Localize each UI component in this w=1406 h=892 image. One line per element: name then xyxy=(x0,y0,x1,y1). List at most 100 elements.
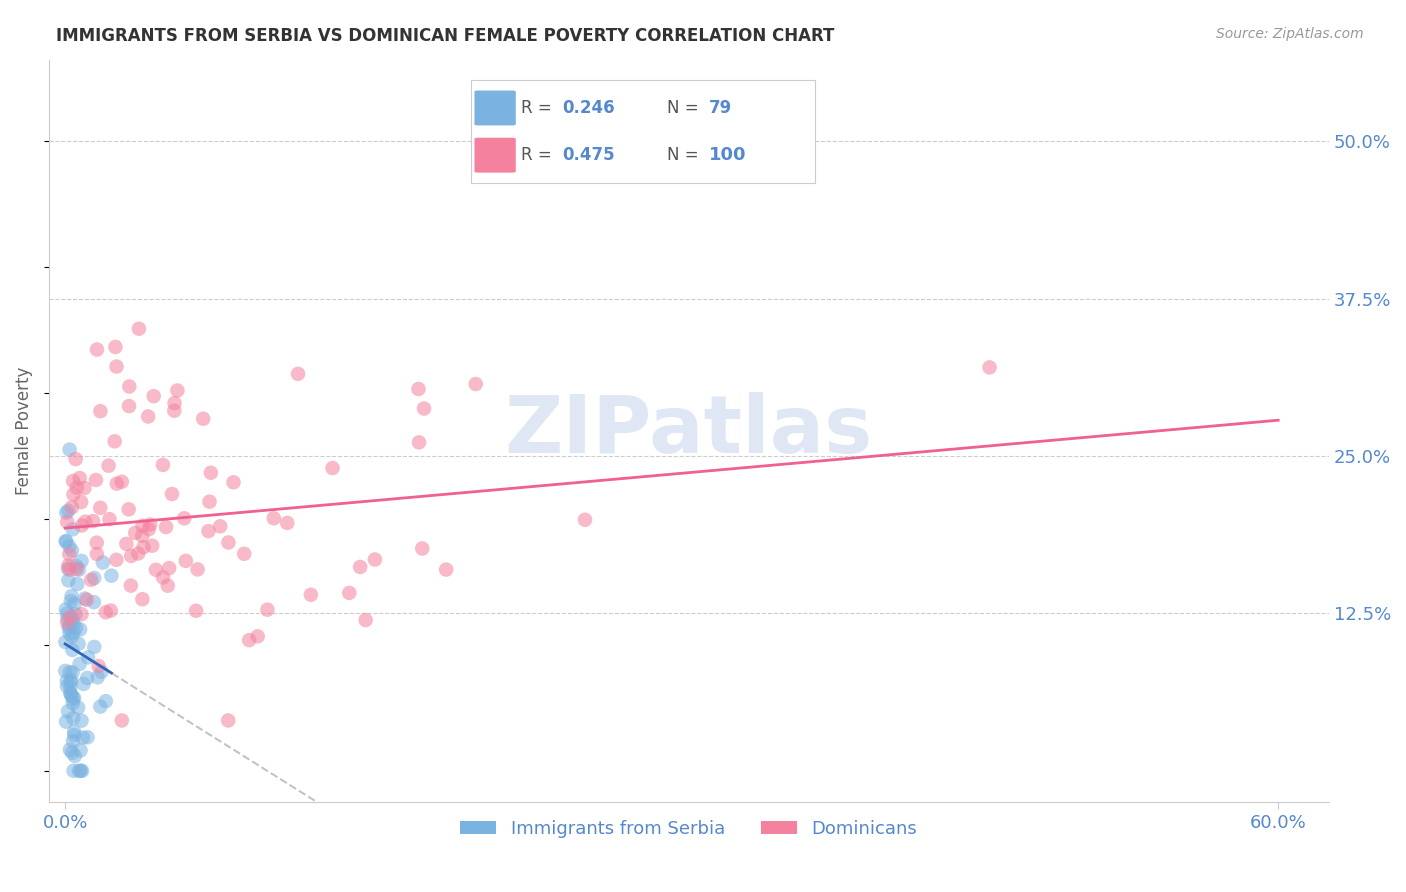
Point xyxy=(138,522,160,536)
Point xyxy=(58,621,80,635)
Point xyxy=(62,616,84,631)
Point xyxy=(65,559,87,574)
Point xyxy=(63,690,86,705)
Point xyxy=(86,670,108,684)
Point xyxy=(354,613,377,627)
Point xyxy=(69,764,91,778)
Point xyxy=(139,517,162,532)
Point xyxy=(104,340,127,354)
Point xyxy=(83,640,105,654)
Point xyxy=(66,577,89,591)
Point xyxy=(66,481,89,495)
Point xyxy=(141,539,163,553)
Point xyxy=(62,487,84,501)
Point xyxy=(72,677,94,691)
Point xyxy=(209,519,232,533)
Point xyxy=(62,611,84,625)
FancyBboxPatch shape xyxy=(474,137,516,173)
Point xyxy=(70,518,93,533)
Point xyxy=(217,714,239,728)
Point xyxy=(66,562,89,576)
Point xyxy=(174,554,197,568)
Point xyxy=(58,563,80,577)
Point xyxy=(197,524,219,538)
Point xyxy=(91,556,114,570)
Point xyxy=(411,541,433,556)
Point xyxy=(408,435,430,450)
Point xyxy=(59,680,82,694)
Point xyxy=(56,673,79,688)
Point xyxy=(120,579,142,593)
Point xyxy=(86,547,108,561)
Point xyxy=(55,534,77,549)
Point xyxy=(80,573,103,587)
Point xyxy=(118,379,141,393)
Text: IMMIGRANTS FROM SERBIA VS DOMINICAN FEMALE POVERTY CORRELATION CHART: IMMIGRANTS FROM SERBIA VS DOMINICAN FEMA… xyxy=(56,27,835,45)
Point xyxy=(118,399,141,413)
Point xyxy=(337,586,360,600)
Point xyxy=(152,458,174,472)
Point xyxy=(157,561,180,575)
Point xyxy=(55,602,77,616)
FancyBboxPatch shape xyxy=(474,91,516,126)
Point xyxy=(56,607,79,621)
Point xyxy=(67,637,90,651)
Point xyxy=(63,728,86,742)
Point xyxy=(62,665,84,680)
Y-axis label: Female Poverty: Female Poverty xyxy=(15,367,32,495)
Point xyxy=(56,612,79,626)
Point xyxy=(53,664,76,678)
Point xyxy=(233,547,256,561)
Point xyxy=(62,625,84,640)
Point xyxy=(979,360,1001,375)
Point xyxy=(408,382,430,396)
Point xyxy=(322,461,344,475)
Point xyxy=(86,535,108,549)
Text: R =: R = xyxy=(522,146,551,164)
Point xyxy=(127,546,149,560)
Point xyxy=(60,543,83,558)
Point xyxy=(111,475,134,489)
Legend: Immigrants from Serbia, Dominicans: Immigrants from Serbia, Dominicans xyxy=(453,813,925,846)
Point xyxy=(76,671,98,685)
Point xyxy=(83,595,105,609)
Text: Source: ZipAtlas.com: Source: ZipAtlas.com xyxy=(1216,27,1364,41)
Point xyxy=(200,466,222,480)
Point xyxy=(89,699,111,714)
Point xyxy=(55,534,77,549)
Point xyxy=(58,547,80,561)
Point xyxy=(70,607,93,622)
Point xyxy=(152,570,174,584)
Point xyxy=(67,700,90,714)
Point xyxy=(67,764,90,778)
Point xyxy=(364,552,387,566)
Point xyxy=(173,511,195,525)
Point xyxy=(87,659,110,673)
Text: R =: R = xyxy=(522,99,551,117)
Point xyxy=(60,746,83,760)
Point xyxy=(59,687,82,701)
Point xyxy=(163,403,186,417)
Point xyxy=(60,630,83,644)
Point xyxy=(59,686,82,700)
Text: 0.475: 0.475 xyxy=(562,146,614,164)
Point xyxy=(65,607,87,622)
Point xyxy=(73,481,96,495)
Point xyxy=(246,629,269,643)
Point xyxy=(136,409,159,424)
Point xyxy=(62,474,84,488)
Point xyxy=(349,560,371,574)
Point xyxy=(59,609,82,624)
Point xyxy=(276,516,298,530)
Point xyxy=(128,322,150,336)
Point xyxy=(222,475,245,490)
Point xyxy=(160,487,183,501)
Point xyxy=(73,591,96,606)
Point xyxy=(62,711,84,725)
Point xyxy=(90,665,112,679)
Text: 0.246: 0.246 xyxy=(562,99,614,117)
Point xyxy=(70,764,93,778)
Point xyxy=(63,597,86,611)
Text: 100: 100 xyxy=(709,146,747,164)
Point xyxy=(413,401,436,416)
